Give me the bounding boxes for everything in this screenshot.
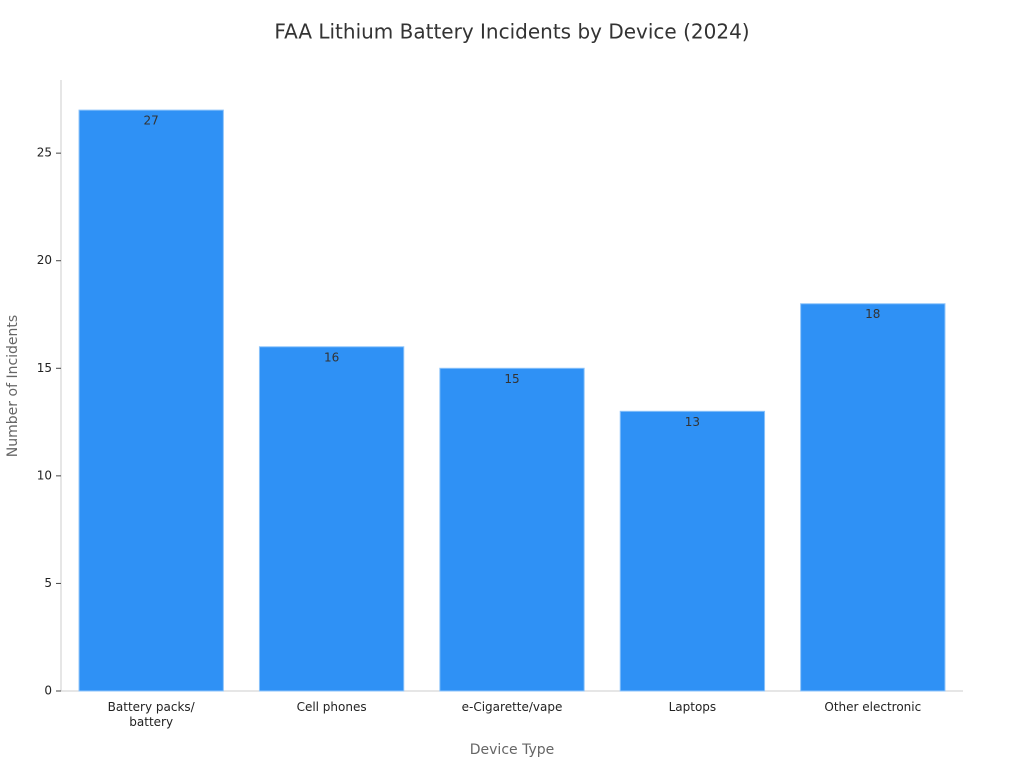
bar bbox=[78, 109, 224, 692]
chart-title: FAA Lithium Battery Incidents by Device … bbox=[274, 20, 749, 44]
x-tick-label: Laptops bbox=[668, 700, 717, 714]
value-label: 13 bbox=[685, 415, 700, 429]
bar bbox=[800, 303, 946, 692]
y-axis-label: Number of Incidents bbox=[5, 315, 21, 457]
value-label: 16 bbox=[324, 350, 339, 364]
bar bbox=[439, 367, 585, 692]
bar bbox=[258, 346, 405, 692]
value-label: 27 bbox=[144, 114, 159, 128]
y-tick-label: 25 bbox=[37, 146, 52, 160]
x-tick-label: Other electronic bbox=[824, 700, 922, 714]
bar bbox=[619, 410, 766, 692]
x-tick-label: e-Cigarette/vape bbox=[461, 700, 563, 714]
y-tick-label: 15 bbox=[37, 361, 52, 375]
x-axis-label: Device Type bbox=[470, 742, 555, 758]
value-label: 15 bbox=[504, 372, 519, 386]
y-tick-label: 5 bbox=[44, 576, 52, 590]
value-label: 18 bbox=[865, 307, 880, 321]
y-tick-label: 20 bbox=[37, 253, 52, 267]
x-tick-label: Battery packs/ battery bbox=[107, 700, 195, 729]
y-tick-label: 10 bbox=[37, 468, 52, 482]
x-tick-label: Cell phones bbox=[296, 700, 367, 714]
y-tick-label: 0 bbox=[44, 684, 52, 698]
